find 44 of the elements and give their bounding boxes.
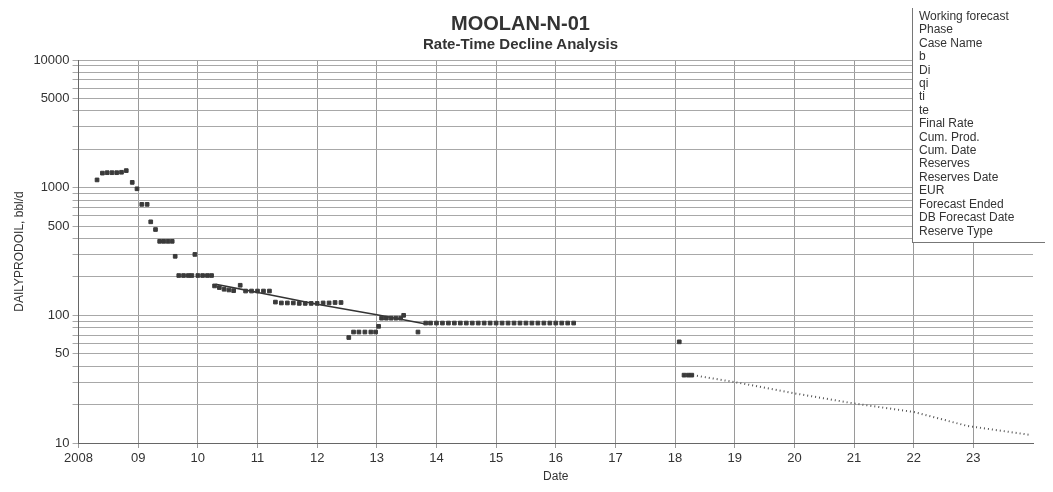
y-axis-title: DAILYPRODOIL, bbl/d (11, 191, 26, 312)
x-tick-label: 20 (787, 450, 802, 466)
x-tick-label: 19 (727, 450, 742, 466)
chart-title: MOOLAN-N-01 (451, 11, 590, 34)
annotation: Reserves (919, 156, 971, 171)
x-tick-label: 13 (369, 450, 385, 466)
x-tick-label: 15 (488, 450, 504, 466)
x-tick-label: 22 (906, 450, 921, 466)
y-tick-label: 500 (47, 217, 70, 233)
y-tick-label: 10000 (33, 51, 70, 67)
x-tick-label: 14 (429, 450, 444, 466)
annotation: Di (919, 62, 932, 78)
annotation: Reserves Date (919, 169, 1000, 185)
annotation: te (919, 102, 930, 118)
y-tick-label: 10 (55, 434, 70, 450)
y-tick-label: 5000 (40, 90, 70, 106)
annotation: EUR (919, 183, 946, 198)
x-tick-label: 18 (667, 450, 683, 466)
annotation: b (919, 49, 927, 64)
x-tick-label: 11 (250, 450, 265, 466)
annotation: DB Forecast Date (919, 210, 1016, 225)
annotation: Cum. Date (919, 143, 978, 158)
annotation: ti (919, 89, 925, 104)
y-tick-label: 50 (55, 345, 70, 361)
x-tick-label: 12 (309, 450, 325, 466)
text: Phase (919, 22, 954, 37)
chart-subtitle: Rate-Time Decline Analysis (422, 35, 619, 53)
text: Working forecast (919, 9, 1010, 24)
y-tick-label: 1000 (40, 179, 70, 195)
x-tick-label: 17 (608, 450, 623, 466)
annotation: Cum. Prod. (919, 129, 981, 145)
y-tick-label: 100 (47, 306, 70, 322)
annotation: Final Rate (919, 116, 975, 131)
annotation: Forecast Ended (919, 196, 1005, 212)
x-tick-label: 16 (548, 450, 564, 466)
x-tick-label: 2008 (64, 450, 94, 466)
annotation: qi (919, 76, 930, 91)
x-tick-label: 23 (966, 450, 981, 466)
x-tick-label: 09 (130, 450, 146, 466)
annotation: Reserve Type (919, 223, 994, 238)
x-axis-title: Date (543, 469, 569, 484)
x-tick-label: 21 (846, 450, 862, 466)
text: Case Name (919, 35, 984, 51)
x-tick-label: 10 (190, 450, 206, 466)
